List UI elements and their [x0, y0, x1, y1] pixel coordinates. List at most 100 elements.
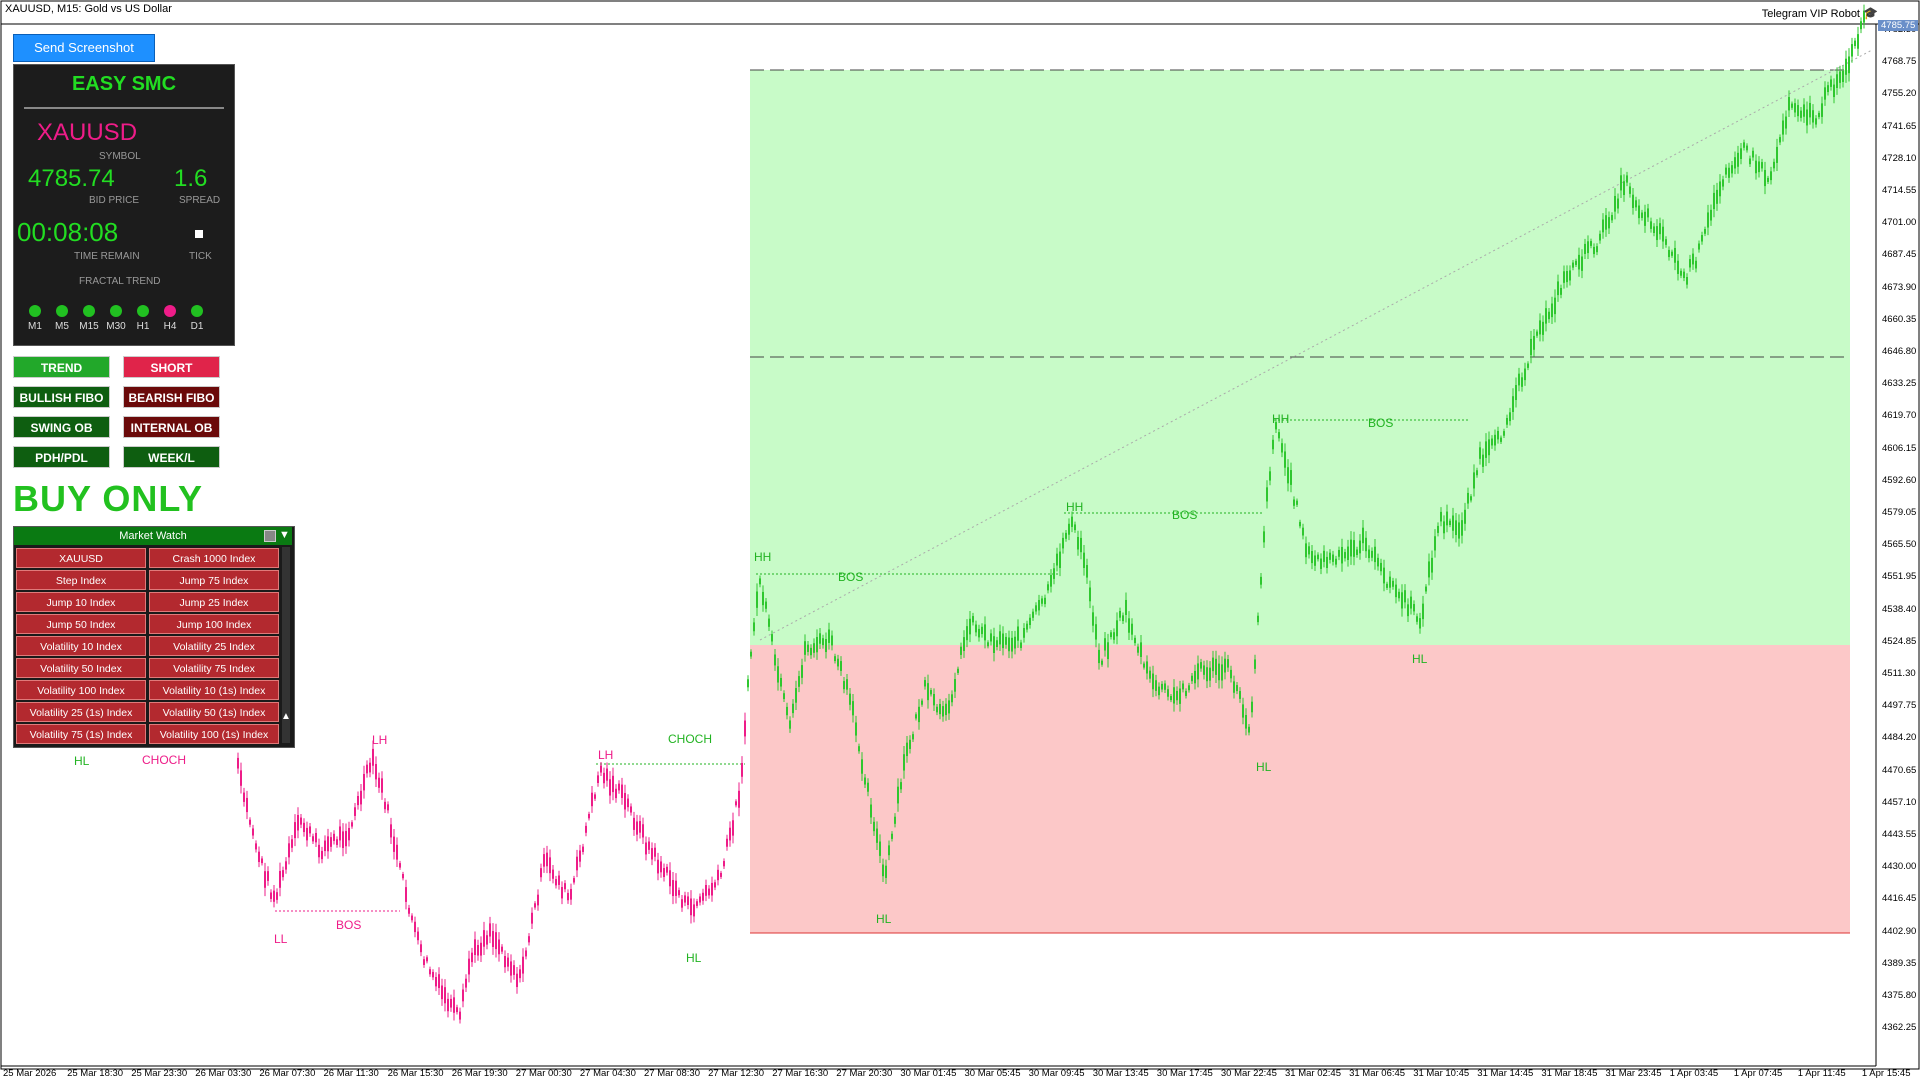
candle-body: [258, 851, 260, 863]
time-remain-value: 00:08:08: [17, 217, 119, 247]
candle-body: [936, 706, 938, 713]
time-tick-label: 31 Mar 14:45: [1477, 1068, 1534, 1079]
candle-body: [561, 887, 563, 899]
market-watch-item[interactable]: Volatility 25 Index: [149, 636, 279, 656]
candle-body: [1392, 580, 1394, 587]
candle-body: [1452, 515, 1454, 531]
market-watch-panel: Market Watch ▼ ▲ XAUUSD Crash 1000 Index S…: [13, 526, 295, 748]
structure-label: HH: [754, 550, 772, 564]
trend-dot-h4: [164, 305, 176, 317]
candle-body: [582, 846, 584, 852]
mode-button-bearish-fibo[interactable]: BEARISH FIBO: [123, 386, 220, 408]
trend-dot-m5: [56, 305, 68, 317]
candle-body: [810, 647, 812, 656]
market-watch-item[interactable]: Volatility 75 Index: [149, 658, 279, 678]
candle-body: [873, 821, 875, 832]
candle-body: [471, 952, 473, 963]
mode-button-bullish-fibo[interactable]: BULLISH FIBO: [13, 386, 110, 408]
time-tick-label: 26 Mar 07:30: [259, 1068, 316, 1079]
market-watch-item[interactable]: Jump 75 Index: [149, 570, 279, 590]
market-watch-item[interactable]: Jump 100 Index: [149, 614, 279, 634]
candle-body: [1326, 556, 1328, 569]
market-watch-item[interactable]: XAUUSD: [16, 548, 146, 568]
minimize-icon[interactable]: [264, 530, 276, 542]
candle-body: [1665, 239, 1667, 245]
candle-body: [1764, 169, 1766, 187]
mode-button-week-l-week-h[interactable]: WEEK/L WEEK/H: [123, 446, 220, 487]
candle-body: [1158, 686, 1160, 696]
candle-body: [711, 882, 713, 896]
market-watch-item[interactable]: Volatility 100 (1s) Index: [149, 724, 279, 744]
candle-body: [1482, 454, 1484, 467]
candle-body: [891, 833, 893, 839]
market-watch-item[interactable]: Volatility 100 Index: [16, 680, 146, 700]
time-tick-label: 30 Mar 01:45: [900, 1068, 957, 1079]
market-watch-item[interactable]: Volatility 10 (1s) Index: [149, 680, 279, 700]
candle-body: [279, 870, 281, 888]
market-watch-item[interactable]: Volatility 25 (1s) Index: [16, 702, 146, 722]
dropdown-arrow-icon[interactable]: ▼: [279, 529, 290, 541]
candle-body: [624, 792, 626, 810]
candle-body: [1602, 219, 1604, 233]
candle-body: [1254, 659, 1256, 669]
market-watch-item[interactable]: Jump 50 Index: [16, 614, 146, 634]
market-watch-item[interactable]: Jump 25 Index: [149, 592, 279, 612]
candle-body: [489, 923, 491, 937]
price-tick-label: 4755.20: [1882, 88, 1917, 100]
market-watch-item[interactable]: Step Index: [16, 570, 146, 590]
candle-body: [1641, 212, 1643, 218]
candle-body: [1380, 562, 1382, 572]
market-watch-item[interactable]: Volatility 10 Index: [16, 636, 146, 656]
candle-body: [291, 839, 293, 848]
candle-body: [1503, 431, 1505, 436]
candle-body: [1722, 179, 1724, 187]
candle-body: [1173, 687, 1175, 704]
market-watch-item[interactable]: Volatility 75 (1s) Index: [16, 724, 146, 744]
send-screenshot-button[interactable]: Send Screenshot: [13, 34, 155, 62]
mode-button-pdh-pdl[interactable]: PDH/PDL: [13, 446, 110, 468]
candle-body: [267, 871, 269, 881]
candle-body: [345, 831, 347, 847]
scroll-up-icon[interactable]: ▲: [281, 711, 291, 722]
price-tick-label: 4551.95: [1882, 571, 1917, 583]
candle-body: [1605, 215, 1607, 230]
mode-button-internal-ob[interactable]: INTERNAL OB: [123, 416, 220, 438]
time-tick-label: 31 Mar 06:45: [1349, 1068, 1406, 1079]
candle-body: [360, 790, 362, 805]
market-watch-item[interactable]: Jump 10 Index: [16, 592, 146, 612]
candle-body: [1251, 701, 1253, 713]
candle-body: [1521, 377, 1523, 387]
bid-price-value: 4785.74: [28, 165, 115, 192]
scrollbar[interactable]: [282, 547, 290, 743]
candle-body: [537, 894, 539, 906]
mode-button-swing-ob[interactable]: SWING OB: [13, 416, 110, 438]
candle-body: [942, 706, 944, 717]
candle-body: [1539, 320, 1541, 335]
structure-label: LL: [274, 932, 288, 946]
candle-body: [969, 618, 971, 635]
candle-body: [540, 868, 542, 878]
candle-body: [1599, 233, 1601, 241]
candle-body: [1617, 198, 1619, 209]
candle-body: [549, 857, 551, 874]
market-watch-item[interactable]: Volatility 50 Index: [16, 658, 146, 678]
candle-body: [1389, 576, 1391, 588]
discount-zone: [750, 645, 1850, 933]
candle-body: [372, 748, 374, 766]
candle-body: [1365, 537, 1367, 552]
mode-button-trend-trading[interactable]: TREND TRADING: [13, 356, 110, 397]
candle-body: [1755, 160, 1757, 174]
mode-button-short-trading[interactable]: SHORT TRADING: [123, 356, 220, 397]
candle-body: [1476, 470, 1478, 476]
candle-body: [1446, 511, 1448, 526]
candle-body: [1686, 277, 1688, 285]
candle-body: [1470, 496, 1472, 501]
market-watch-item[interactable]: Crash 1000 Index: [149, 548, 279, 568]
market-watch-item[interactable]: Volatility 50 (1s) Index: [149, 702, 279, 722]
candle-body: [1806, 109, 1808, 126]
candle-body: [261, 858, 263, 864]
candle-body: [804, 641, 806, 655]
price-tick-label: 4633.25: [1882, 378, 1917, 390]
